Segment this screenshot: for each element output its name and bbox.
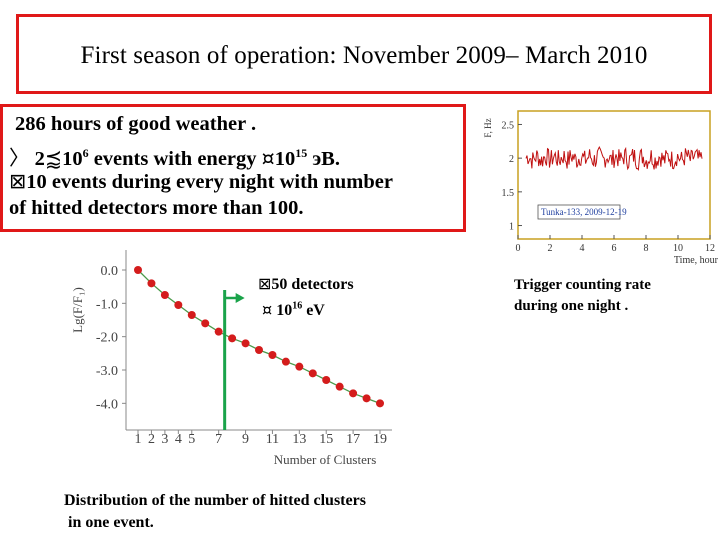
x-tick-label: 2 (148, 432, 155, 447)
y-tick-label: -4.0 (96, 397, 118, 412)
bullet-icon: 〉 (9, 146, 30, 170)
arrowhead-icon (235, 293, 245, 303)
data-point (362, 394, 371, 403)
x-tick-label: 1 (135, 432, 142, 447)
x-tick-label: 13 (292, 432, 306, 447)
page-title: First season of operation: November 2009… (80, 42, 648, 69)
left-caption-line-2: in one event. (68, 514, 154, 531)
x-tick-label: 9 (242, 432, 249, 447)
x-tick-label: 15 (319, 432, 333, 447)
legend-box (537, 204, 621, 220)
y-tick-label: -2.0 (96, 331, 118, 346)
title-box: First season of operation: November 2009… (16, 14, 712, 94)
y-tick-label: 2.5 (502, 120, 515, 131)
x-axis-label: Time, hour (674, 255, 719, 266)
y-tick-label: 0.0 (101, 264, 119, 279)
data-point (322, 376, 331, 384)
x-tick-label: 19 (373, 432, 387, 447)
info-line-1: 286 hours of good weather . (15, 113, 257, 135)
data-point (335, 382, 344, 391)
info-line-3: ⊠10 events during every night with numbe… (9, 169, 393, 193)
boxed-bullet-icon: ⊠ (258, 274, 272, 293)
x-tick-label: 10 (673, 243, 683, 254)
data-point (255, 346, 263, 354)
y-tick-label: 1.5 (502, 188, 515, 199)
data-point (201, 319, 210, 328)
approx-icon: ¤ (261, 146, 275, 170)
data-point (281, 357, 290, 366)
x-tick-label: 5 (188, 432, 195, 447)
detectors-note: ⊠50 detectors (258, 274, 354, 293)
x-tick-label: 11 (266, 432, 279, 447)
x-tick-label: 2 (548, 243, 553, 254)
right-caption-line-2: during one night . (514, 298, 629, 314)
energy-note: ¤ 1016 eV (262, 300, 325, 319)
data-point (295, 362, 304, 371)
x-tick-label: 4 (175, 432, 182, 447)
x-tick-label: 3 (161, 432, 168, 447)
info-box: 286 hours of good weather . 〉 2⪷106 even… (0, 104, 466, 232)
x-tick-label: 7 (215, 432, 222, 447)
info-line-4: of hitted detectors more than 100. (9, 197, 304, 219)
x-tick-label: 4 (580, 243, 585, 254)
data-point (268, 351, 277, 359)
times-icon: ⪷ (44, 146, 63, 170)
x-tick-label: 8 (644, 243, 649, 254)
x-tick-label: 0 (516, 243, 521, 254)
rate-line (525, 145, 703, 172)
right-caption-line-1: Trigger counting rate (514, 277, 651, 293)
data-point (228, 334, 237, 343)
boxed-bullet-icon: ⊠ (9, 169, 27, 193)
data-point (147, 279, 156, 288)
x-tick-label: 12 (705, 243, 715, 254)
left-caption-line-1: Distribution of the number of hitted clu… (64, 492, 366, 509)
data-point (214, 327, 223, 336)
data-point (160, 291, 169, 299)
data-point (241, 339, 250, 348)
x-tick-label: 17 (346, 432, 360, 447)
data-point (349, 389, 358, 398)
data-point (174, 301, 183, 309)
x-tick-label: 6 (612, 243, 617, 254)
x-axis-label: Number of Clusters (274, 452, 377, 467)
y-axis-label: F, Hz (483, 118, 493, 137)
plot-frame (517, 110, 711, 240)
data-point (134, 266, 142, 274)
legend-label: Tunka-133, 2009-12-19 (541, 207, 627, 217)
y-tick-label: -1.0 (96, 297, 118, 312)
y-tick-label: 2 (509, 154, 514, 165)
approx-icon: ¤ (262, 300, 273, 319)
trigger-rate-chart: F, Hz 1 1.5 2 2.5 0 2 4 6 8 10 12 Tunka-133, 2009… (483, 110, 719, 266)
info-line-2: 〉 2⪷106 events with energy ¤1015 эВ. (9, 146, 340, 170)
cluster-distribution-chart: 0.0 -1.0 -2.0 -3.0 -4.0 1 2 3 4 5 7 9 11 13 15 17 19 Lg… (70, 250, 392, 467)
y-axis-label: Lg(F/F₁) (70, 287, 85, 333)
data-point (308, 369, 317, 378)
y-tick-label: -3.0 (96, 364, 118, 379)
data-point (187, 311, 196, 319)
y-tick-label: 1 (509, 222, 514, 233)
data-point (376, 399, 384, 408)
